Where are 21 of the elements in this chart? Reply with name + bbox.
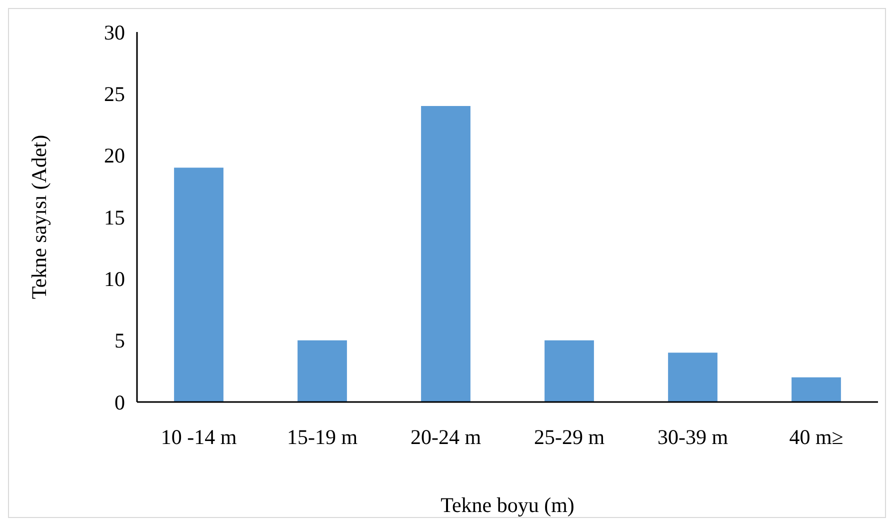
bar <box>668 352 718 402</box>
bar <box>792 377 841 402</box>
x-tick-label: 15-19 m <box>286 425 358 449</box>
y-tick-label: 15 <box>104 205 125 230</box>
y-tick-label: 25 <box>104 82 125 106</box>
bar <box>544 340 594 402</box>
bar <box>298 340 347 402</box>
x-tick-label: 20-24 m <box>410 425 482 449</box>
x-tick-label: 25-29 m <box>534 425 605 449</box>
x-tick-label: 10 -14 m <box>160 425 237 449</box>
bar <box>421 106 470 402</box>
y-tick-label: 20 <box>104 144 125 168</box>
y-tick-label: 0 <box>114 390 125 414</box>
y-tick-label: 5 <box>114 328 125 353</box>
x-tick-label: 40 m≥ <box>789 425 844 449</box>
y-tick-label: 10 <box>104 267 125 292</box>
y-axis-title: Tekne sayısı (Adet) <box>27 134 51 300</box>
x-tick-label: 30-39 m <box>657 425 728 449</box>
x-axis-title: Tekne boyu (m) <box>440 493 574 517</box>
y-tick-label: 30 <box>104 20 125 44</box>
bar <box>174 168 224 402</box>
